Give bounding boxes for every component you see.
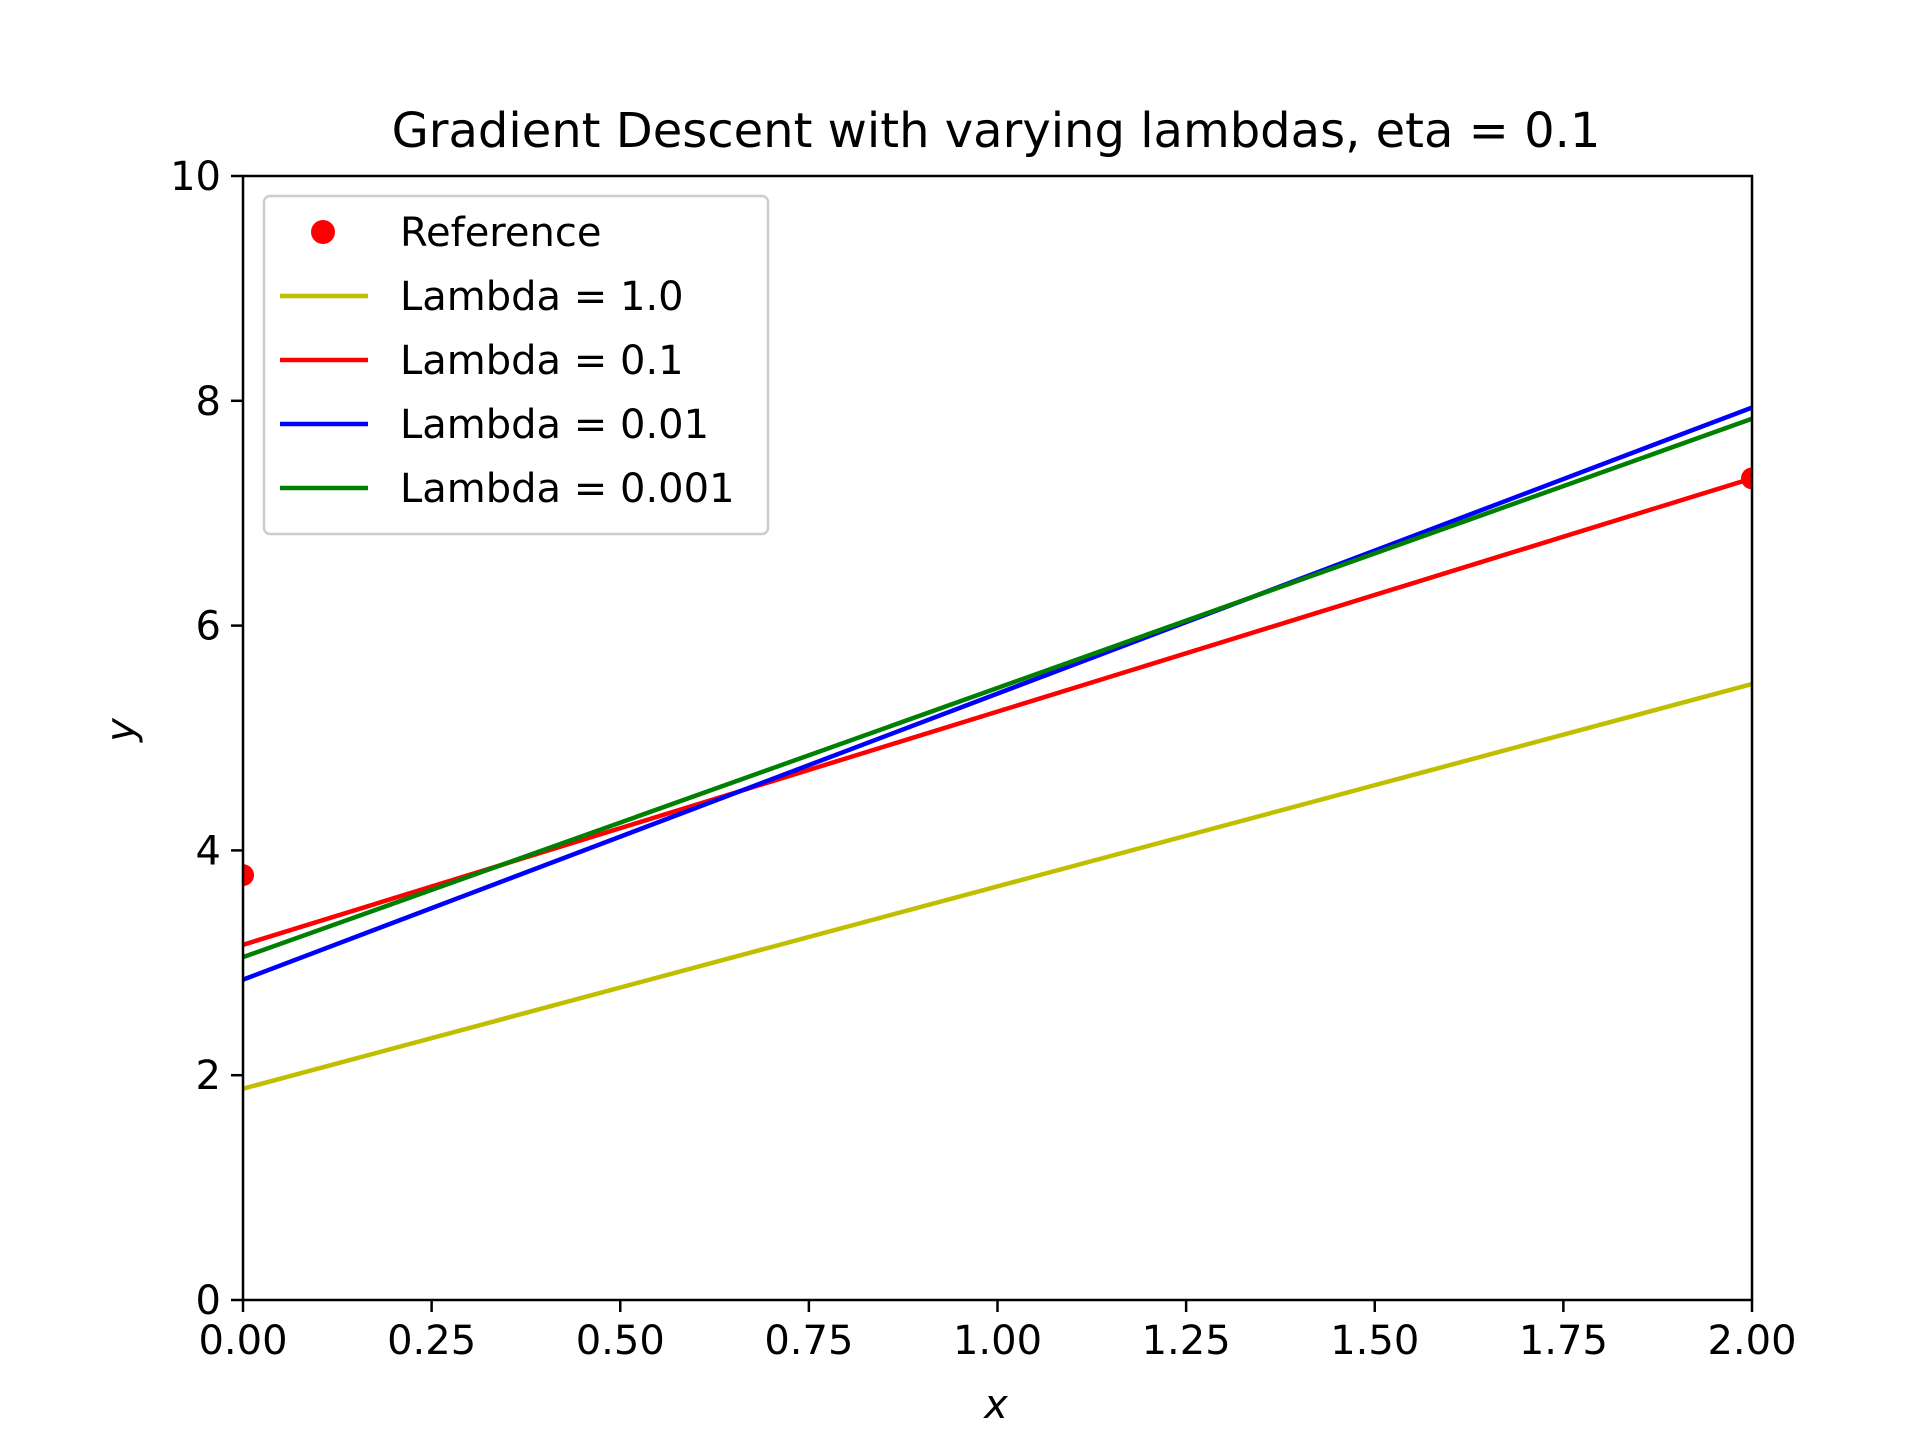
x-tick-label: 0.25 bbox=[387, 1318, 476, 1364]
legend-label: Lambda = 0.001 bbox=[400, 466, 735, 512]
x-axis-label: x bbox=[982, 1382, 1008, 1428]
x-tick-label: 1.75 bbox=[1519, 1318, 1608, 1364]
legend-box bbox=[262, 194, 770, 536]
y-tick-label: 6 bbox=[196, 604, 221, 650]
x-tick-label: 1.50 bbox=[1330, 1318, 1419, 1364]
x-tick-label: 2.00 bbox=[1707, 1318, 1796, 1364]
y-tick-label: 0 bbox=[196, 1278, 221, 1324]
series-line-3 bbox=[243, 405, 1752, 982]
reference-point bbox=[243, 864, 254, 887]
series-line-4 bbox=[243, 416, 1752, 960]
series-line-1 bbox=[243, 681, 1752, 1091]
chart-title: Gradient Descent with varying lambdas, e… bbox=[392, 103, 1601, 159]
legend-marker-reference bbox=[311, 220, 335, 244]
plot-area bbox=[243, 405, 1752, 1091]
x-tick-label: 0.75 bbox=[764, 1318, 853, 1364]
y-tick-label: 8 bbox=[196, 379, 221, 425]
y-axis-label: y bbox=[98, 717, 144, 743]
x-tick-label: 1.25 bbox=[1142, 1318, 1231, 1364]
y-tick-label: 4 bbox=[196, 828, 221, 874]
legend-label: Lambda = 0.1 bbox=[400, 338, 684, 384]
y-tick-label: 2 bbox=[196, 1053, 221, 1099]
legend-label: Lambda = 0.01 bbox=[400, 402, 709, 448]
x-tick-label: 1.00 bbox=[953, 1318, 1042, 1364]
x-tick-label: 0.50 bbox=[576, 1318, 665, 1364]
legend-label: Reference bbox=[400, 210, 601, 256]
reference-point bbox=[1741, 467, 1752, 490]
x-tick-label: 0.00 bbox=[198, 1318, 287, 1364]
axes: 0.00 0.25 0.50 0.75 1.00 1.25 1.50 1.75 2.00 0 2 4 6… bbox=[170, 154, 1796, 1364]
legend: Reference Lambda = 1.0 Lambda = 0.1 Lambda … bbox=[262, 194, 770, 536]
legend-label: Lambda = 1.0 bbox=[400, 274, 684, 320]
y-tick-label: 10 bbox=[170, 154, 221, 200]
